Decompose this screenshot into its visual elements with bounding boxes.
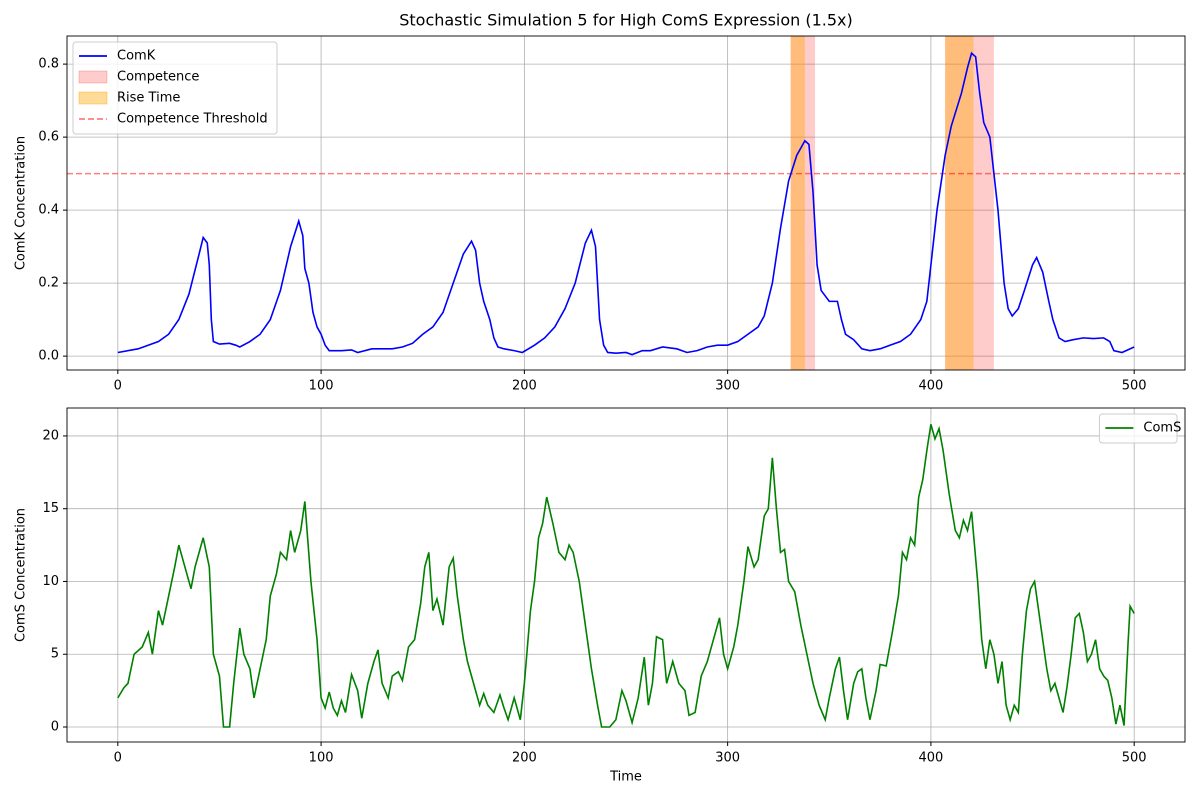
x-tick-label: 100 — [309, 751, 334, 766]
y-tick-label: 0.6 — [38, 130, 59, 145]
y-tick-label: 15 — [42, 501, 59, 516]
subplot: 0 100 200 300 400 500 0.0 0.2 0.4 0.6 0.8 ComK Conc… — [14, 35, 1186, 394]
subplot: 0 100 200 300 400 500 0 5 10 15 20 Time ComS Concent… — [14, 407, 1186, 785]
y-tick-label: 20 — [42, 428, 59, 443]
legend-swatch — [78, 70, 108, 84]
x-tick-label: 400 — [918, 379, 943, 394]
plot-area — [117, 424, 1135, 728]
legend-box — [1098, 413, 1178, 444]
x-tick-label: 300 — [715, 379, 740, 394]
y-tick-label: 0 — [51, 720, 59, 735]
y-tick-label: 0.8 — [38, 57, 59, 72]
plot-area — [67, 36, 1185, 370]
x-tick-label: 200 — [512, 379, 537, 394]
legend: ComK Competence Rise Time Competence Thresh… — [72, 41, 278, 135]
legend-label: ComS — [1143, 421, 1181, 436]
legend-swatch — [78, 91, 108, 105]
y-tick-label: 0.4 — [38, 203, 59, 218]
legend-label: ComK — [117, 49, 156, 64]
x-tick-label: 0 — [114, 751, 122, 766]
legend-label: Rise Time — [117, 91, 180, 106]
x-tick-label: 500 — [1122, 379, 1147, 394]
x-tick-label: 300 — [715, 751, 740, 766]
x-tick-label: 200 — [512, 751, 537, 766]
x-tick-label: 0 — [114, 379, 122, 394]
chart-title: Stochastic Simulation 5 for High ComS Ex… — [399, 11, 853, 30]
span — [945, 36, 974, 370]
x-tick-label: 400 — [918, 751, 943, 766]
data-line — [117, 424, 1135, 728]
x-axis-label: Time — [609, 770, 642, 785]
y-tick-label: 10 — [42, 574, 59, 589]
y-tick-label: 0.2 — [38, 276, 59, 291]
y-axis-label: ComK Concentration — [14, 136, 29, 270]
y-tick-label: 5 — [51, 647, 59, 662]
legend-label: Competence — [117, 70, 199, 85]
span — [790, 36, 805, 370]
data-line — [117, 51, 1135, 356]
legend-label: Competence Threshold — [117, 112, 268, 127]
legend-box — [72, 41, 278, 135]
legend: ComS — [1098, 413, 1181, 444]
x-tick-label: 100 — [309, 379, 334, 394]
y-tick-label: 0.0 — [38, 349, 59, 364]
y-axis-label: ComS Concentration — [14, 508, 29, 642]
span — [790, 36, 816, 370]
span — [945, 36, 994, 370]
axes-frame — [66, 407, 1186, 743]
x-tick-label: 500 — [1122, 751, 1147, 766]
axes-frame — [66, 35, 1186, 371]
